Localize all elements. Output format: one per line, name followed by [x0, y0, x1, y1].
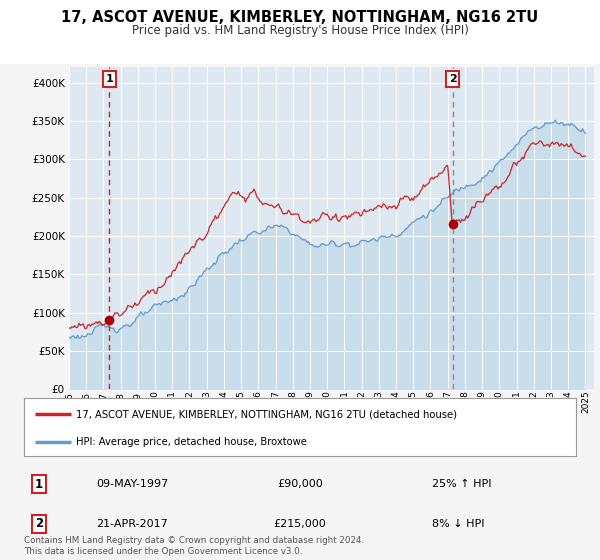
Text: 09-MAY-1997: 09-MAY-1997	[96, 479, 168, 489]
Text: 2: 2	[35, 517, 43, 530]
Text: £90,000: £90,000	[277, 479, 323, 489]
Text: 2: 2	[449, 74, 457, 84]
Text: HPI: Average price, detached house, Broxtowe: HPI: Average price, detached house, Brox…	[76, 437, 307, 447]
Text: Price paid vs. HM Land Registry's House Price Index (HPI): Price paid vs. HM Land Registry's House …	[131, 24, 469, 37]
Text: Contains HM Land Registry data © Crown copyright and database right 2024.
This d: Contains HM Land Registry data © Crown c…	[24, 536, 364, 556]
Text: 1: 1	[35, 478, 43, 491]
Text: 1: 1	[106, 74, 113, 84]
Text: £215,000: £215,000	[274, 519, 326, 529]
Text: 21-APR-2017: 21-APR-2017	[96, 519, 168, 529]
Text: 17, ASCOT AVENUE, KIMBERLEY, NOTTINGHAM, NG16 2TU: 17, ASCOT AVENUE, KIMBERLEY, NOTTINGHAM,…	[61, 10, 539, 25]
Text: 25% ↑ HPI: 25% ↑ HPI	[432, 479, 491, 489]
Text: 8% ↓ HPI: 8% ↓ HPI	[432, 519, 485, 529]
Text: 17, ASCOT AVENUE, KIMBERLEY, NOTTINGHAM, NG16 2TU (detached house): 17, ASCOT AVENUE, KIMBERLEY, NOTTINGHAM,…	[76, 409, 457, 419]
